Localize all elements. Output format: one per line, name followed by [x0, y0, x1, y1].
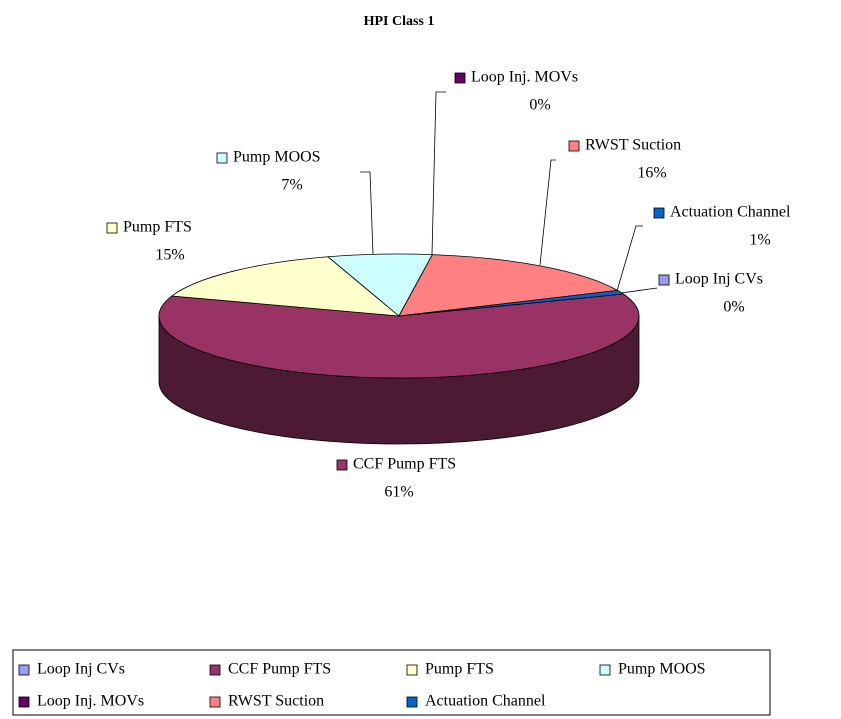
leader-line — [539, 159, 556, 266]
value-label: 0% — [723, 299, 744, 316]
slice-label: Loop Inj. MOVs — [471, 69, 578, 86]
chart-title: HPI Class 1 — [364, 14, 435, 29]
value-label: 16% — [637, 165, 666, 182]
pie-slice — [327, 253, 434, 317]
label-swatch — [454, 72, 466, 84]
legend-swatch — [209, 664, 221, 676]
legend-swatch — [406, 664, 418, 676]
legend-swatch — [209, 696, 221, 708]
value-label: 61% — [384, 484, 413, 501]
value-label: 7% — [281, 177, 302, 194]
legend-swatch — [599, 664, 611, 676]
legend-swatch — [18, 696, 30, 708]
slice-label: Pump MOOS — [233, 149, 321, 166]
legend-swatch — [18, 664, 30, 676]
legend-label: CCF Pump FTS — [228, 661, 331, 678]
slice-label: RWST Suction — [585, 137, 681, 154]
slice-label: Actuation Channel — [670, 204, 791, 221]
slice-label: CCF Pump FTS — [353, 456, 456, 473]
value-label: 15% — [155, 247, 184, 264]
leader-line — [431, 91, 446, 255]
leader-line — [360, 171, 374, 255]
label-swatch — [658, 274, 670, 286]
label-swatch — [336, 459, 348, 471]
label-swatch — [568, 140, 580, 152]
label-swatch — [216, 152, 228, 164]
slice-label: Loop Inj CVs — [675, 271, 763, 288]
leader-line — [616, 225, 643, 292]
slice-label: Pump FTS — [123, 219, 192, 236]
legend-box — [12, 649, 771, 716]
pie-slice — [158, 293, 640, 379]
pie-slice — [398, 254, 619, 317]
legend-swatch — [406, 696, 418, 708]
value-label: 1% — [749, 232, 770, 249]
legend-label: Loop Inj CVs — [37, 661, 125, 678]
leader-line — [620, 287, 658, 294]
value-label: 0% — [529, 97, 550, 114]
legend-label: Pump FTS — [425, 661, 494, 678]
legend-label: Pump MOOS — [618, 661, 706, 678]
pie-slice — [170, 256, 401, 317]
label-swatch — [106, 222, 118, 234]
legend-label: RWST Suction — [228, 693, 324, 710]
label-swatch — [653, 207, 665, 219]
legend-label: Actuation Channel — [425, 693, 546, 710]
legend-label: Loop Inj. MOVs — [37, 693, 144, 710]
